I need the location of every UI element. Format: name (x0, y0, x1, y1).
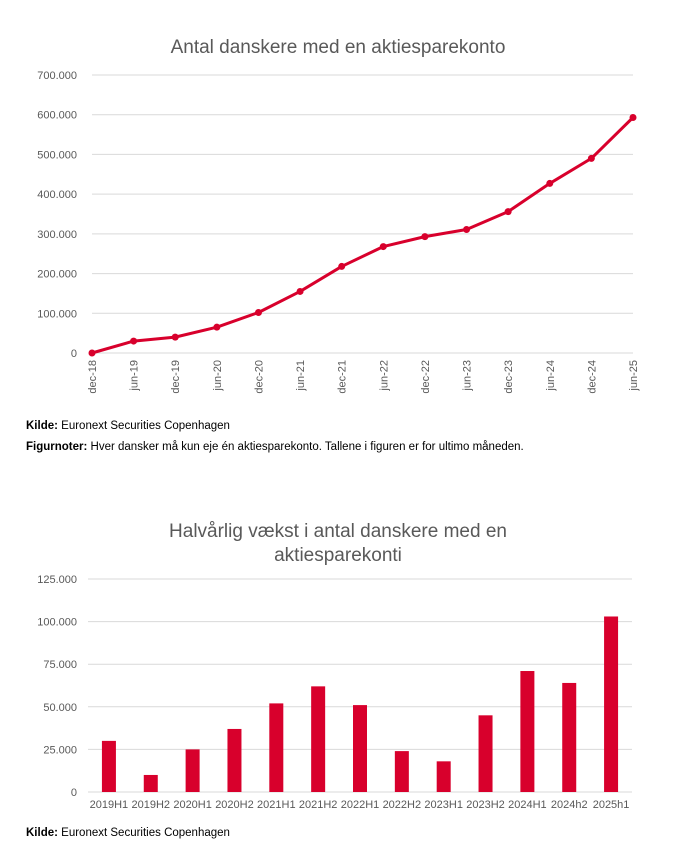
chart1-xtick-label: dec-20 (253, 360, 265, 394)
chart2-title-line2: aktiesparekonti (274, 545, 402, 566)
chart1-xtick-label: jun-23 (462, 360, 474, 392)
chart2-xtick-label: 2020H2 (215, 799, 254, 811)
chart2-ytick-label: 100.000 (37, 617, 77, 629)
chart1-xtick-label: jun-22 (378, 360, 390, 392)
chart2-ytick-label: 25.000 (43, 744, 77, 756)
chart1-xtick-label: dec-18 (87, 360, 99, 394)
chart1-data-point (629, 113, 637, 121)
chart2-title-line1: Halvårlig vækst i antal danskere med en (169, 521, 507, 542)
chart2-xtick-label: 2021H2 (299, 799, 338, 811)
source-note-2-label: Kilde: (26, 827, 58, 839)
chart1-xtick-label: dec-19 (170, 360, 182, 394)
chart2-ytick-label: 125.000 (37, 574, 77, 586)
chart2-bar (478, 715, 493, 792)
chart2-xtick-label: 2023H1 (424, 799, 463, 811)
chart2-bar (604, 616, 619, 792)
chart2-xtick-label: 2023H2 (466, 799, 505, 811)
chart2-xtick-label: 2021H1 (257, 799, 296, 811)
chart2-xtick-label: 2022H1 (341, 799, 380, 811)
chart1-ytick-label: 600.000 (37, 110, 77, 122)
chart1-xtick-label: dec-21 (337, 360, 349, 394)
chart1-ytick-label: 400.000 (37, 189, 77, 201)
figure-note-text: Hver dansker må kun eje én aktiesparekon… (90, 441, 524, 453)
chart2-xtick-label: 2019H2 (131, 799, 170, 811)
chart1-xtick-label: dec-24 (586, 360, 598, 394)
chart1-ytick-label: 0 (71, 348, 77, 360)
chart2-bar (185, 749, 200, 792)
source-note-2: Kilde: Euronext Securities Copenhagen (26, 827, 230, 839)
chart1-ytick-label: 200.000 (37, 269, 77, 281)
chart2-bar (436, 761, 451, 792)
chart1-data-point (254, 308, 262, 316)
source-note-1-label: Kilde: (26, 420, 58, 432)
chart1-ytick-label: 700.000 (37, 70, 77, 82)
chart2-bar (311, 686, 326, 792)
chart1-xtick-label: dec-23 (503, 360, 515, 394)
chart2-bar (520, 671, 535, 792)
chart1-title: Antal danskere med en aktiesparekonto (171, 37, 506, 58)
chart2-xtick-label: 2025h1 (593, 799, 630, 811)
figure-note-label: Figurnoter: (26, 441, 88, 453)
chart1-data-point (587, 154, 595, 162)
chart1-xtick-label: jun-24 (545, 360, 557, 392)
chart1-xtick-label: jun-20 (212, 360, 224, 392)
chart2-xtick-label: 2022H2 (383, 799, 422, 811)
chart1-xtick-label: jun-21 (295, 360, 307, 392)
chart2-bar (394, 751, 409, 792)
chart1-data-point (546, 179, 554, 187)
chart2-ytick-label: 75.000 (43, 659, 77, 671)
chart2-bar (227, 728, 242, 792)
chart1-data-point (171, 333, 179, 341)
chart2-bar (269, 703, 284, 792)
chart2-xtick-label: 2019H1 (90, 799, 129, 811)
chart2-xtick-label: 2020H1 (173, 799, 212, 811)
chart2-bar (101, 740, 116, 792)
chart1-data-point (463, 225, 471, 233)
chart1-data-point (130, 337, 138, 345)
chart1-data-point (421, 233, 429, 241)
chart1-data-point (213, 323, 221, 331)
chart2-bar (143, 774, 158, 792)
chart2-bar (562, 682, 577, 792)
chart1-ytick-label: 500.000 (37, 149, 77, 161)
figure-note: Figurnoter: Hver dansker må kun eje én a… (26, 441, 524, 453)
source-note-1-text: Euronext Securities Copenhagen (61, 420, 230, 432)
chart1-xtick-label: jun-25 (628, 360, 640, 392)
source-note-1: Kilde: Euronext Securities Copenhagen (26, 420, 230, 432)
chart1-data-point (88, 349, 96, 357)
chart1-xtick-label: jun-19 (129, 360, 141, 392)
chart1-data-point (296, 287, 304, 295)
chart1-series-line (90, 115, 635, 355)
source-note-2-text: Euronext Securities Copenhagen (61, 827, 230, 839)
chart2-ytick-label: 50.000 (43, 702, 77, 714)
chart2-xtick-label: 2024H1 (508, 799, 547, 811)
chart1-ytick-label: 300.000 (37, 229, 77, 241)
chart1-ytick-label: 100.000 (37, 308, 77, 320)
chart2-xtick-label: 2024h2 (551, 799, 588, 811)
chart1-xtick-label: dec-22 (420, 360, 432, 394)
chart2-ytick-label: 0 (71, 787, 77, 799)
chart1-data-point (338, 262, 346, 270)
chart2-bar (353, 705, 367, 792)
chart1-data-point (504, 208, 512, 216)
chart1-data-point (379, 243, 387, 251)
